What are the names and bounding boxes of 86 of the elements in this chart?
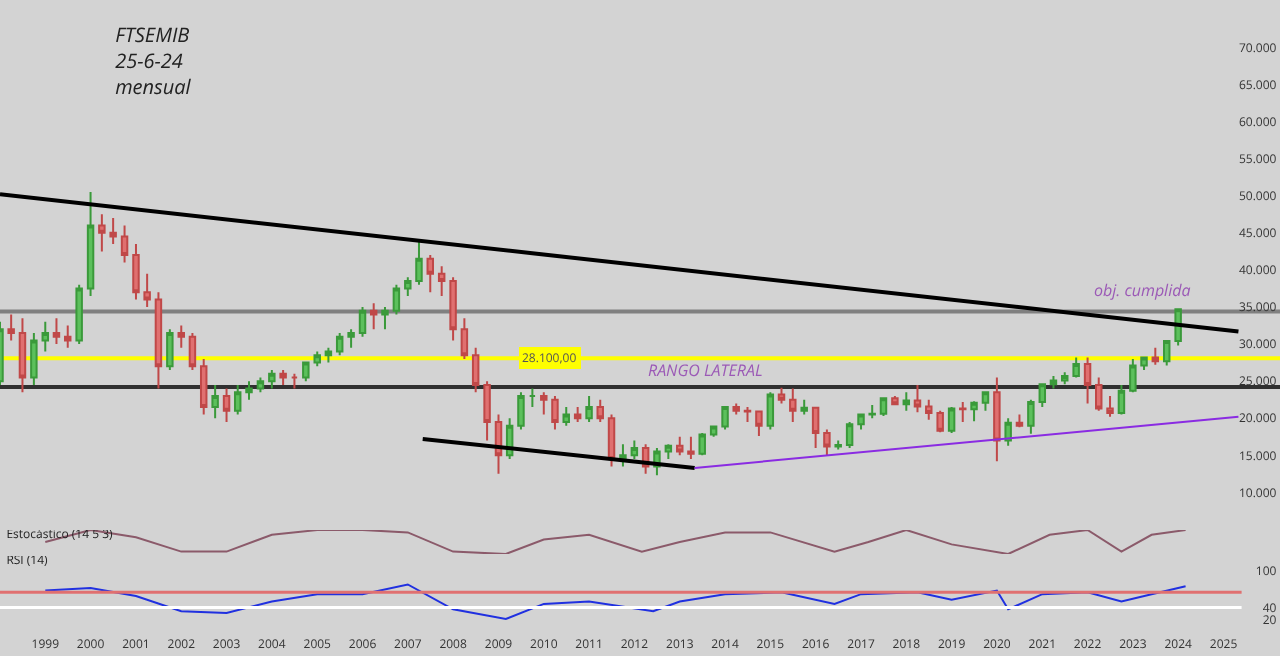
candlestick xyxy=(471,346,480,394)
candlestick xyxy=(1027,398,1035,435)
candlestick xyxy=(902,391,911,412)
candlestick xyxy=(75,283,83,346)
candlestick xyxy=(664,443,673,461)
candlestick xyxy=(41,320,50,353)
candlestick xyxy=(811,406,820,449)
text: FTSEMIB 25-6-24 mensual xyxy=(115,20,192,101)
candlestick xyxy=(981,391,990,412)
candlestick xyxy=(222,387,231,423)
candlestick xyxy=(177,324,185,349)
candlestick xyxy=(721,406,729,431)
candlestick xyxy=(528,387,537,409)
candlestick xyxy=(268,369,276,390)
candlestick xyxy=(324,346,333,364)
annotation: RANGO LATERAL xyxy=(648,360,763,382)
candlestick xyxy=(743,406,752,423)
candlestick xyxy=(823,428,831,457)
candlestick xyxy=(483,380,491,442)
candlestick xyxy=(381,306,389,331)
candlestick xyxy=(392,283,401,316)
candlestick xyxy=(1072,356,1080,379)
candlestick xyxy=(879,397,888,418)
candlestick xyxy=(1106,395,1114,418)
candlestick xyxy=(834,439,842,451)
candlestick xyxy=(573,406,582,423)
candlestick xyxy=(562,406,570,427)
candlestick xyxy=(800,398,808,416)
candlestick xyxy=(52,317,61,346)
candlestick xyxy=(437,265,446,297)
candlestick xyxy=(64,324,72,349)
candlestick xyxy=(596,398,604,423)
candlestick xyxy=(188,331,197,372)
candlestick xyxy=(18,317,27,394)
candlestick xyxy=(369,302,378,331)
line-series xyxy=(44,583,1187,621)
candlestick xyxy=(347,328,355,349)
candlestick xyxy=(698,432,706,457)
candlestick xyxy=(619,443,627,468)
candlestick xyxy=(1061,371,1069,386)
candlestick xyxy=(460,317,469,360)
candlestick xyxy=(732,402,740,416)
candlestick xyxy=(891,395,899,406)
candlestick xyxy=(1151,346,1160,366)
candlestick xyxy=(1117,383,1126,416)
candlestick xyxy=(290,372,299,390)
candlestick xyxy=(279,369,287,386)
candlestick xyxy=(1095,376,1103,412)
candlestick xyxy=(630,439,639,461)
candlestick xyxy=(30,331,38,386)
candlestick xyxy=(120,224,129,264)
candlestick xyxy=(358,306,367,338)
candlestick xyxy=(970,400,978,423)
candlestick xyxy=(1038,382,1047,409)
candlestick xyxy=(154,291,163,390)
candlestick xyxy=(993,376,1001,463)
candlestick xyxy=(517,391,525,431)
candlestick xyxy=(789,387,797,423)
candlestick xyxy=(1004,417,1012,447)
candlestick xyxy=(959,400,967,423)
candlestick xyxy=(302,361,310,383)
candlestick xyxy=(845,420,854,449)
candlestick xyxy=(1015,413,1024,429)
candlestick xyxy=(233,383,242,416)
candlestick xyxy=(585,395,593,423)
candlestick xyxy=(1049,374,1058,390)
candlestick xyxy=(335,331,344,357)
candlestick xyxy=(313,350,321,368)
candlestick xyxy=(256,376,265,394)
candlestick xyxy=(755,409,763,438)
candlestick xyxy=(7,313,15,342)
candlestick xyxy=(86,191,95,297)
candlestick xyxy=(766,391,775,431)
candlestick xyxy=(199,357,208,416)
candlestick xyxy=(211,383,219,420)
candlestick xyxy=(709,424,718,438)
candlestick xyxy=(166,328,174,372)
candlestick xyxy=(777,386,786,405)
annotation: obj. cumplida xyxy=(1094,280,1192,302)
candlestick xyxy=(245,380,253,401)
candlestick xyxy=(913,383,922,414)
candlestick xyxy=(426,254,434,294)
candlestick xyxy=(1083,356,1092,405)
candlestick xyxy=(449,276,457,342)
candlestick xyxy=(947,406,956,435)
candlestick xyxy=(1163,339,1171,367)
